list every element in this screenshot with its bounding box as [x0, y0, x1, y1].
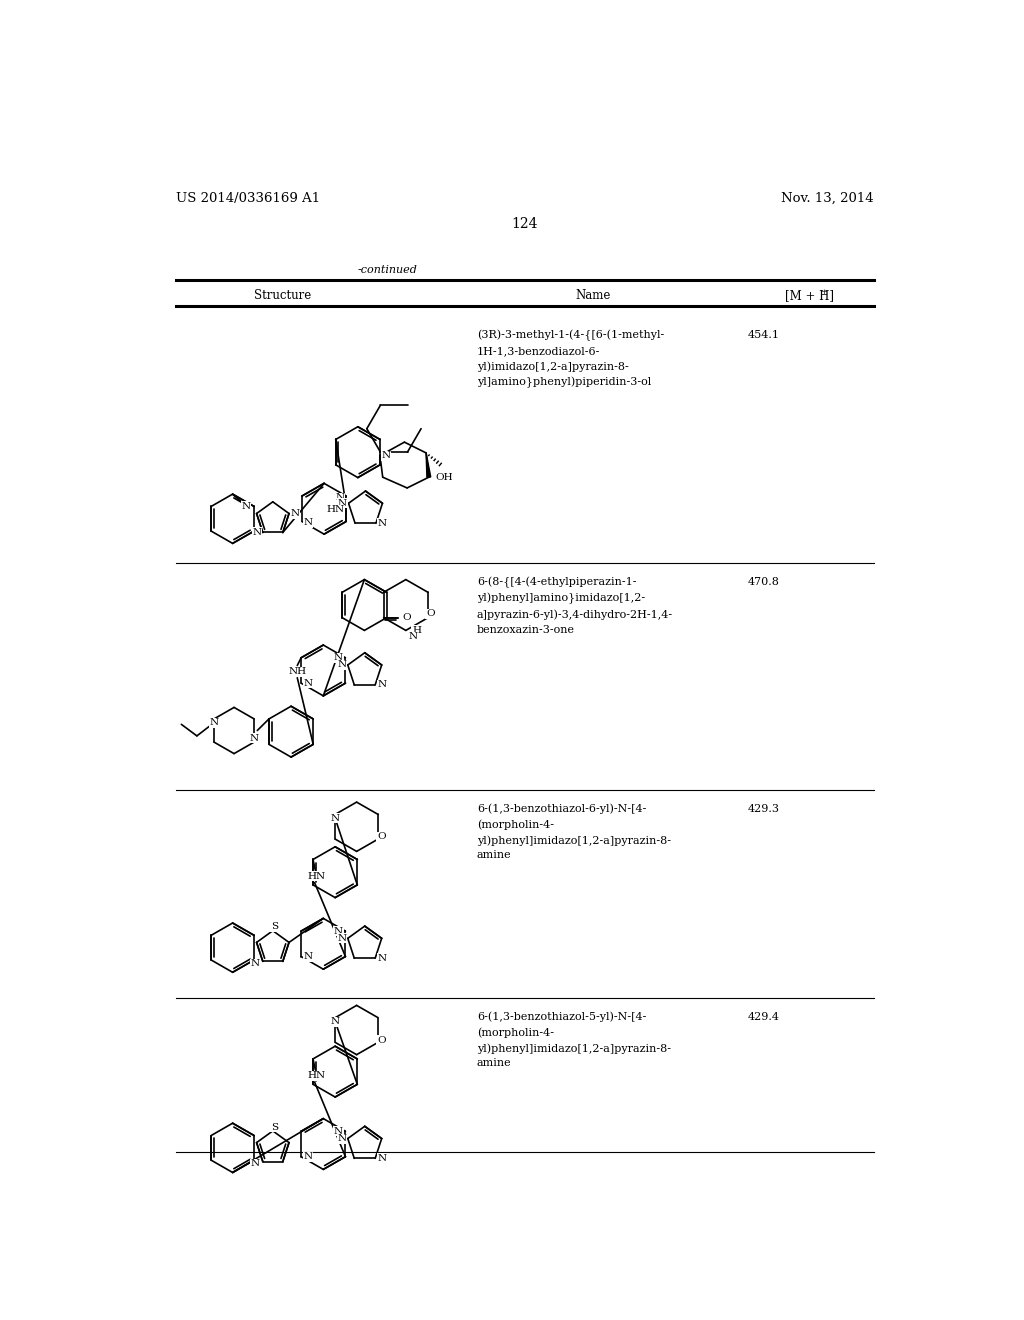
Text: 6-(8-{[4-(4-ethylpiperazin-1-
yl)phenyl]amino}imidazo[1,2-
a]pyrazin-6-yl)-3,4-d: 6-(8-{[4-(4-ethylpiperazin-1- yl)phenyl]…: [477, 577, 673, 635]
Text: N: N: [251, 960, 260, 968]
Text: 6-(1,3-benzothiazol-5-yl)-N-[4-
(morpholin-4-
yl)phenyl]imidazo[1,2-a]pyrazin-8-: 6-(1,3-benzothiazol-5-yl)-N-[4- (morphol…: [477, 1011, 671, 1068]
Text: 454.1: 454.1: [748, 330, 780, 341]
Text: N: N: [303, 1152, 312, 1162]
Text: N: N: [338, 499, 347, 508]
Text: N: N: [252, 528, 261, 537]
Text: N: N: [336, 494, 345, 502]
Text: N: N: [409, 632, 417, 642]
Text: N: N: [331, 1018, 340, 1026]
Text: Nov. 13, 2014: Nov. 13, 2014: [781, 191, 873, 205]
Text: N: N: [209, 718, 218, 727]
Text: O: O: [377, 1036, 385, 1044]
Text: 470.8: 470.8: [748, 577, 780, 586]
Text: N: N: [251, 1159, 260, 1168]
Text: O: O: [426, 610, 434, 618]
Text: [M + H]: [M + H]: [785, 289, 835, 302]
Text: HN: HN: [308, 873, 326, 880]
Text: (3R)-3-methyl-1-(4-{[6-(1-methyl-
1H-1,3-benzodiazol-6-
yl)imidazo[1,2-a]pyrazin: (3R)-3-methyl-1-(4-{[6-(1-methyl- 1H-1,3…: [477, 330, 664, 388]
Text: N: N: [334, 1127, 343, 1135]
Text: O: O: [377, 833, 385, 841]
Text: 6-(1,3-benzothiazol-6-yl)-N-[4-
(morpholin-4-
yl)phenyl]imidazo[1,2-a]pyrazin-8-: 6-(1,3-benzothiazol-6-yl)-N-[4- (morphol…: [477, 804, 671, 861]
Text: S: S: [270, 1122, 278, 1131]
Text: N: N: [241, 502, 250, 511]
Text: Structure: Structure: [254, 289, 311, 302]
Text: Name: Name: [575, 289, 610, 302]
Text: 124: 124: [512, 216, 538, 231]
Text: 429.4: 429.4: [748, 1011, 780, 1022]
Text: NH: NH: [288, 667, 306, 676]
Text: N: N: [291, 510, 300, 517]
Text: 429.3: 429.3: [748, 804, 780, 813]
Text: N: N: [378, 1154, 387, 1163]
Text: -continued: -continued: [357, 265, 418, 275]
Text: N: N: [337, 933, 346, 942]
Text: OH: OH: [435, 473, 453, 482]
Text: N: N: [303, 678, 312, 688]
Text: N: N: [334, 927, 343, 936]
Text: HN: HN: [308, 1072, 326, 1080]
Text: O: O: [402, 614, 411, 622]
Text: N: N: [337, 1134, 346, 1143]
Text: N: N: [378, 519, 387, 528]
Text: H: H: [412, 626, 421, 635]
Polygon shape: [426, 453, 431, 478]
Text: US 2014/0336169 A1: US 2014/0336169 A1: [176, 191, 321, 205]
Text: N: N: [382, 451, 391, 461]
Text: N: N: [303, 952, 312, 961]
Text: S: S: [270, 923, 278, 932]
Text: +: +: [820, 288, 827, 297]
Text: N: N: [331, 814, 340, 822]
Text: HN: HN: [327, 506, 345, 515]
Text: N: N: [378, 953, 387, 962]
Text: N: N: [303, 519, 312, 528]
Text: N: N: [337, 660, 346, 669]
Text: N: N: [378, 680, 387, 689]
Text: N: N: [250, 734, 259, 743]
Text: N: N: [334, 653, 343, 663]
